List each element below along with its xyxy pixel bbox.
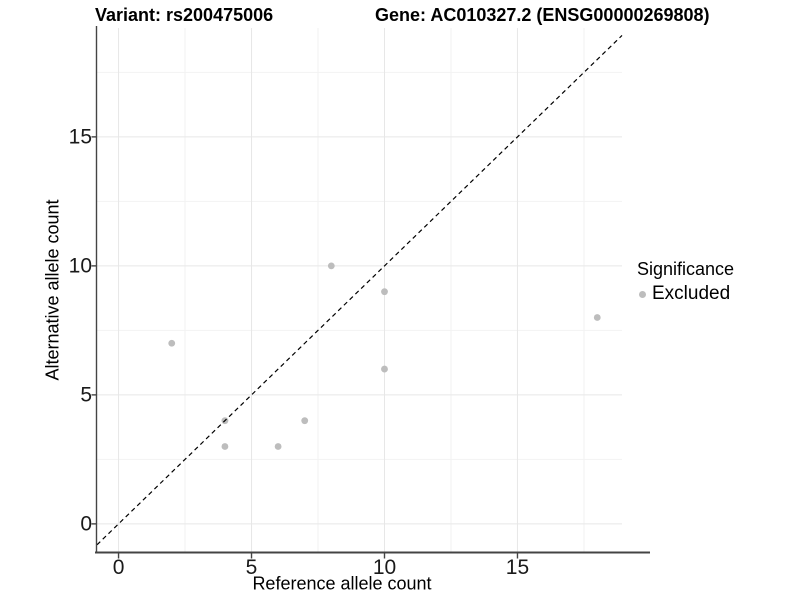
data-point [221, 443, 229, 450]
variant-title: Variant: rs200475006 [95, 5, 274, 25]
excluded-point-swatch [639, 290, 646, 298]
legend-item-label: Excluded [652, 283, 731, 304]
data-point [593, 314, 601, 321]
legend-item-excluded: Excluded [637, 283, 734, 305]
data-point [274, 443, 282, 450]
data-point [327, 262, 335, 270]
identity-reference-line [96, 35, 623, 546]
data-point [381, 288, 388, 296]
y-axis-title: Alternative allele count [42, 199, 63, 381]
gene-title: Gene: AC010327.2 (ENSG00000269808) [375, 5, 710, 25]
data-point [301, 417, 309, 425]
legend: Significance Excluded [637, 259, 734, 305]
data-point [381, 365, 388, 373]
data-point [168, 339, 176, 347]
x-axis-title: Reference allele count [252, 573, 432, 594]
legend-title: Significance [637, 259, 735, 279]
